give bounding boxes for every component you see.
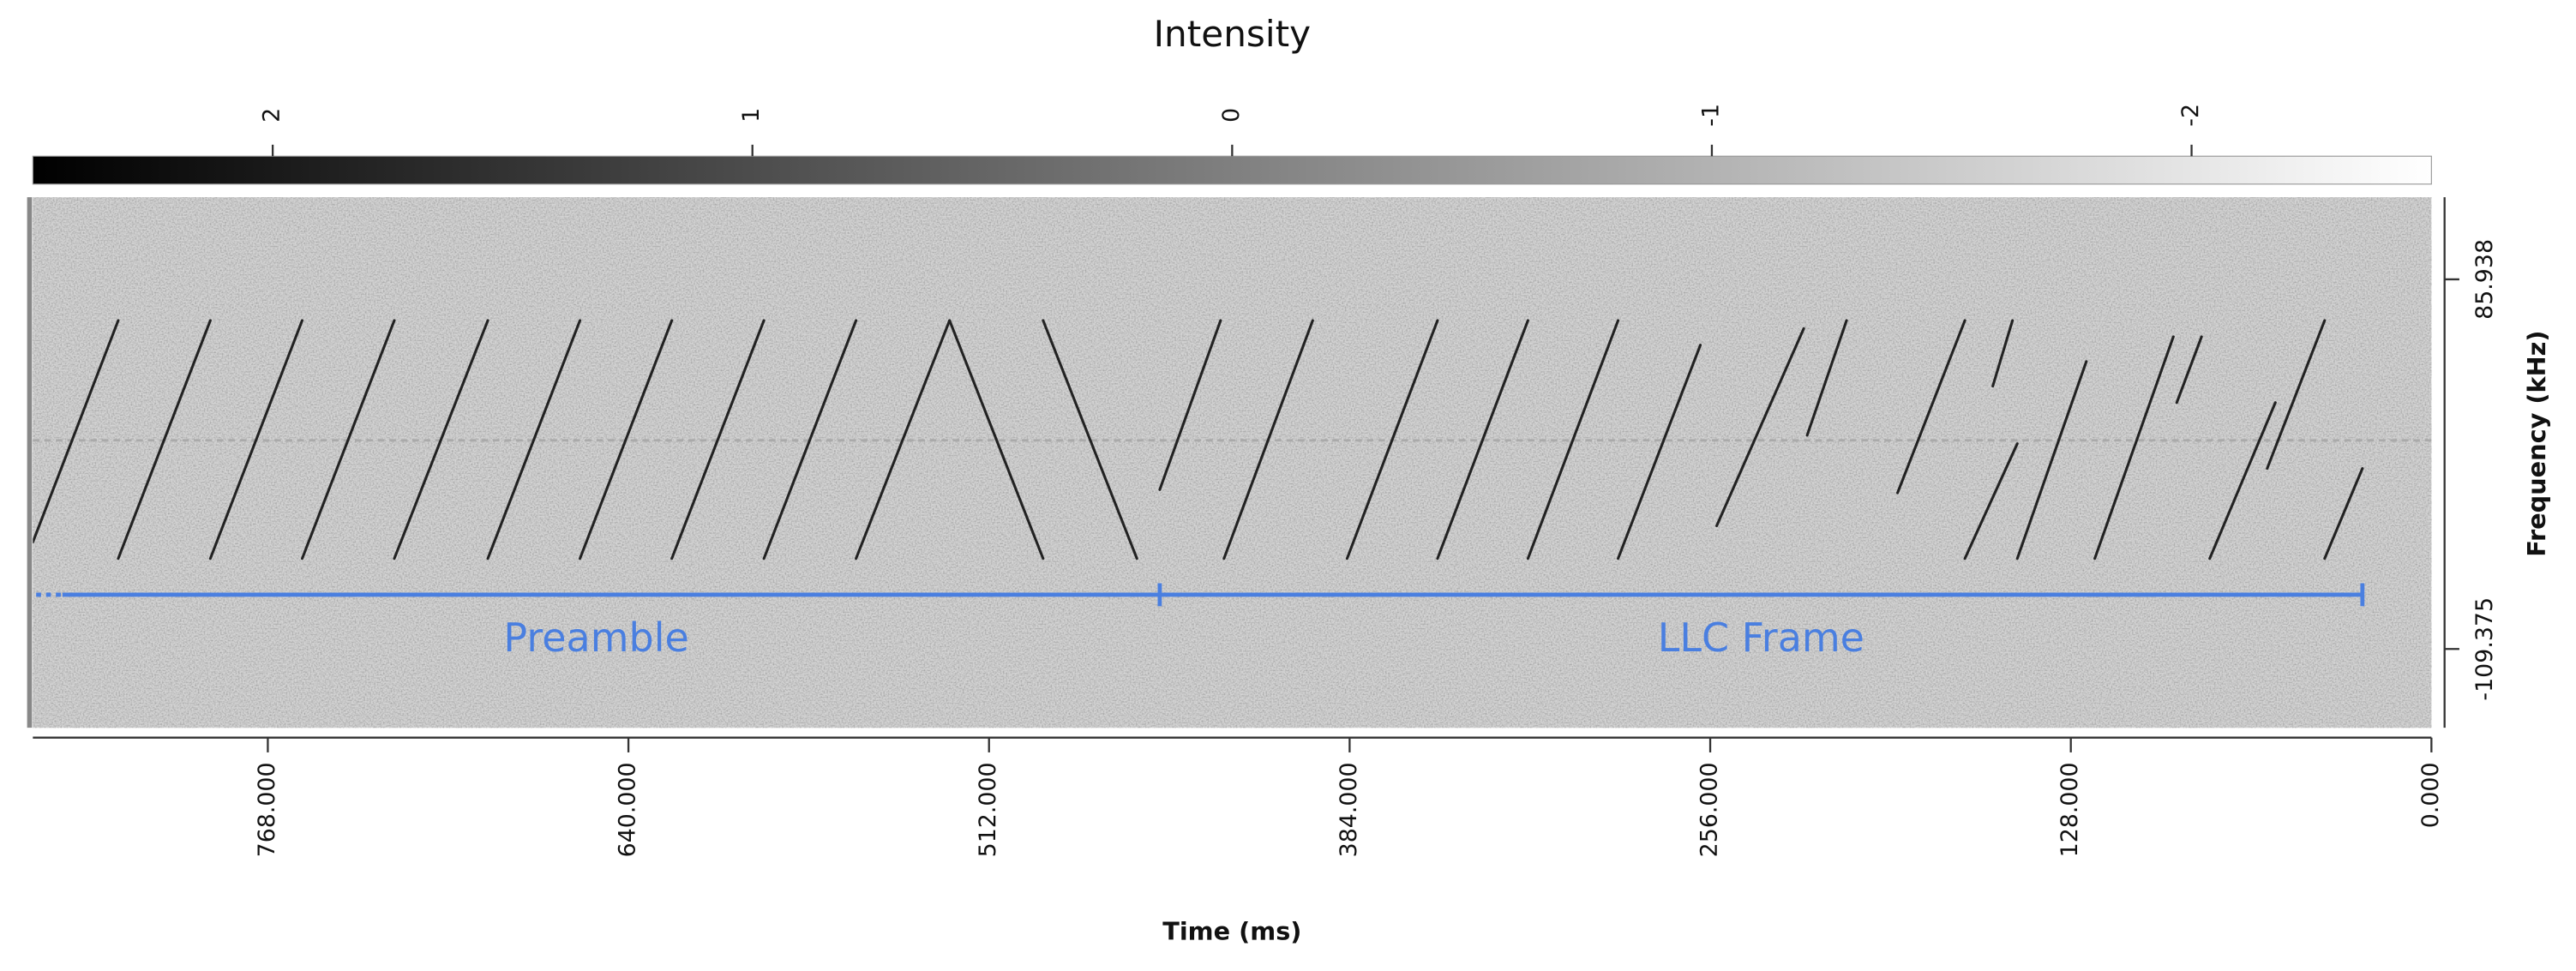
chirp (948, 319, 1045, 560)
y-tick-label: -109.375 (2471, 597, 2498, 701)
chirp (1617, 344, 1702, 560)
chirp (1042, 319, 1138, 560)
chirp (1526, 319, 1620, 560)
y-tick-label: 85.938 (2471, 239, 2498, 320)
chirp (1715, 327, 1805, 528)
x-axis-label: Time (ms) (1162, 917, 1301, 946)
x-tick-label: 640.000 (615, 762, 641, 857)
chirp (2208, 401, 2277, 560)
chirp (393, 319, 489, 560)
annotation-label: Preamble (503, 614, 688, 661)
chirp (2093, 335, 2175, 560)
colorbar-title: Intensity (1154, 13, 1312, 55)
chirp (1436, 319, 1529, 560)
colorbar (32, 155, 2432, 185)
chirp (1345, 319, 1439, 560)
colorbar-tick-label: -2 (2177, 104, 2204, 127)
annotation-label: LLC Frame (1658, 614, 1864, 661)
chirp (1896, 319, 1967, 494)
y-axis-label: Frequency (kHz) (2522, 330, 2551, 556)
chirp (1963, 442, 2019, 560)
chirp (2015, 360, 2088, 560)
chirp (486, 319, 582, 560)
colorbar-tick-label: 1 (738, 108, 765, 123)
x-tick-label: 0.000 (2417, 762, 2444, 828)
chirp (300, 319, 396, 560)
chirp (2175, 335, 2203, 405)
colorbar-tick-label: 0 (1218, 108, 1245, 123)
chirp (1991, 319, 2015, 388)
chirp (579, 319, 674, 560)
x-tick-label: 256.000 (1696, 762, 1723, 857)
chirp (2323, 467, 2364, 560)
chirp (1805, 319, 1848, 437)
chirp (855, 319, 952, 560)
spectrogram-noise (33, 197, 2432, 728)
chirp (1222, 319, 1314, 560)
x-tick-label: 128.000 (2057, 762, 2083, 857)
x-tick-label: 512.000 (975, 762, 1001, 857)
chirp (117, 319, 212, 560)
plot-area (33, 319, 2364, 560)
chirp (762, 319, 858, 560)
chirp (2266, 319, 2327, 471)
chirp (670, 319, 766, 560)
colorbar-tick-label: -1 (1697, 104, 1724, 127)
x-tick-label: 768.000 (254, 762, 280, 857)
chirp (208, 319, 304, 560)
chirp (33, 319, 120, 544)
x-tick-label: 384.000 (1336, 762, 1362, 857)
colorbar-tick-label: 2 (259, 108, 285, 123)
chirp (1158, 319, 1222, 491)
